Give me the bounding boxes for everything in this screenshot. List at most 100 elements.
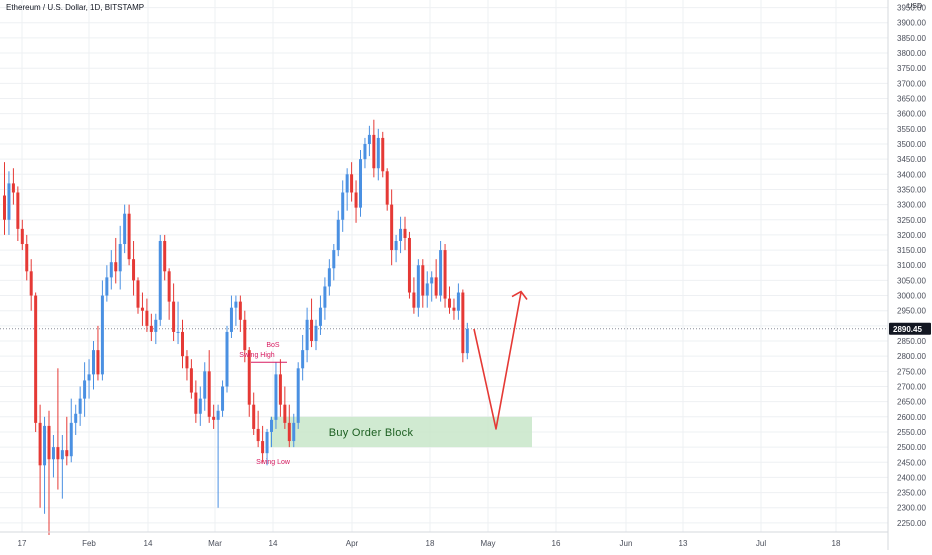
y-tick-label: 3700.00: [897, 79, 926, 88]
x-tick-label: Jun: [620, 539, 633, 548]
candle-body: [318, 307, 322, 326]
candle-body: [56, 447, 60, 460]
candle-body: [172, 301, 176, 332]
y-tick-label: 3350.00: [897, 185, 926, 194]
candle-body: [34, 295, 38, 423]
x-tick-label: Feb: [82, 539, 96, 548]
candle-body: [118, 244, 122, 272]
candle-body: [381, 137, 385, 172]
candle-body: [421, 265, 425, 296]
candle-body: [443, 250, 447, 299]
candle-body: [207, 371, 211, 417]
candle-body: [256, 428, 260, 442]
candle-body: [123, 213, 127, 245]
y-tick-label: 2650.00: [897, 398, 926, 407]
y-tick-label: 3100.00: [897, 261, 926, 270]
candle-body: [3, 195, 6, 220]
y-tick-label: 2300.00: [897, 504, 926, 513]
candle-body: [448, 298, 451, 308]
candle-body: [399, 228, 403, 241]
y-tick-label: 3400.00: [897, 170, 926, 179]
candle-body: [247, 350, 251, 405]
bos-label: BoS: [266, 342, 280, 349]
candle-body: [439, 250, 443, 296]
candle-body: [132, 259, 136, 281]
candle-body: [465, 328, 469, 354]
candle-body: [278, 374, 282, 405]
y-tick-label: 3000.00: [897, 292, 926, 301]
y-tick-label: 3300.00: [897, 201, 926, 210]
candle-body: [305, 319, 309, 351]
x-tick-label: 13: [679, 539, 688, 548]
candle-body: [136, 280, 140, 308]
candle-body: [65, 450, 69, 457]
candle-body: [158, 240, 162, 320]
candle-body: [105, 277, 109, 296]
candle-body: [92, 350, 95, 375]
candle-body: [336, 219, 340, 251]
x-tick-label: Mar: [208, 539, 222, 548]
candle-body: [167, 271, 171, 302]
candle-body: [69, 422, 73, 457]
candle-body: [25, 244, 29, 272]
candle-body: [127, 213, 131, 260]
candle-body: [51, 447, 55, 460]
candle-body: [7, 183, 11, 220]
candle-body: [149, 325, 153, 332]
y-tick-label: 3050.00: [897, 276, 926, 285]
candle-body: [367, 134, 371, 144]
candle-body: [216, 410, 220, 420]
projection-path: [473, 292, 522, 430]
candle-body: [287, 422, 291, 442]
candle-body: [140, 307, 144, 311]
x-tick-label: Apr: [346, 539, 359, 548]
candle-body: [60, 450, 64, 460]
symbol-title: Ethereum / U.S. Dollar, 1D, BITSTAMP: [6, 3, 145, 12]
candle-body: [407, 237, 411, 293]
candle-body: [376, 137, 380, 169]
candle-body: [314, 325, 318, 342]
currency-label[interactable]: USD: [907, 3, 922, 10]
y-tick-label: 2800.00: [897, 352, 926, 361]
candle-body: [354, 192, 358, 208]
x-tick-label: 18: [832, 539, 841, 548]
y-tick-label: 3650.00: [897, 95, 926, 104]
projection-arrowhead: [511, 290, 528, 301]
candle-body: [163, 240, 167, 272]
order-block-label: Buy Order Block: [329, 427, 414, 439]
candle-body: [363, 143, 367, 160]
candle-body: [452, 307, 456, 311]
candle-body: [203, 371, 207, 399]
candle-body: [198, 398, 202, 414]
candle-body: [145, 310, 149, 326]
y-tick-label: 2250.00: [897, 519, 926, 528]
y-tick-label: 2750.00: [897, 367, 926, 376]
y-tick-label: 2450.00: [897, 458, 926, 467]
candle-body: [310, 319, 314, 342]
candle-body: [327, 268, 331, 287]
y-tick-label: 2600.00: [897, 413, 926, 422]
candle-body: [20, 228, 24, 245]
candle-body: [261, 441, 265, 454]
candle-body: [221, 386, 225, 411]
candle-body: [461, 292, 465, 354]
candle-body: [292, 422, 296, 442]
last-price-label: 2890.45: [893, 325, 922, 334]
x-tick-label: 16: [552, 539, 561, 548]
x-tick-label: 18: [426, 539, 435, 548]
y-tick-label: 3250.00: [897, 216, 926, 225]
candle-body: [372, 134, 376, 169]
candle-body: [296, 368, 300, 423]
y-tick-label: 3900.00: [897, 19, 926, 28]
y-tick-label: 3950.00: [897, 4, 926, 13]
candle-body: [100, 295, 104, 375]
candle-body: [87, 374, 91, 381]
candle-body: [270, 419, 273, 432]
y-tick-label: 3200.00: [897, 231, 926, 240]
candle-body: [394, 240, 398, 251]
candle-body: [345, 174, 349, 193]
candle-body: [430, 277, 434, 284]
candle-body: [43, 425, 47, 466]
y-tick-label: 2500.00: [897, 443, 926, 452]
